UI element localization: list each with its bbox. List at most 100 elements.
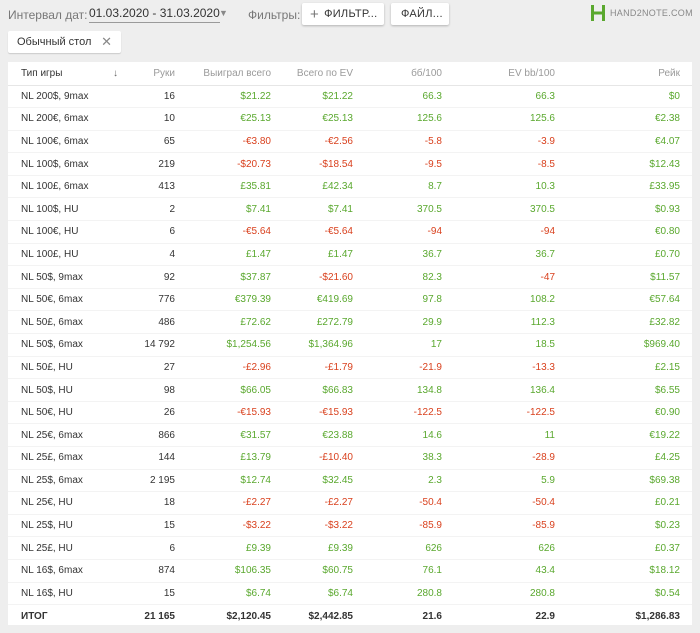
cell-hands: 4 bbox=[133, 243, 175, 267]
cell-rake: £0.70 bbox=[555, 243, 692, 267]
cell-hands: 2 195 bbox=[133, 469, 175, 493]
close-icon[interactable]: ✕ bbox=[101, 34, 112, 49]
date-range-field[interactable]: 01.03.2020 - 31.03.2020 bbox=[89, 6, 220, 23]
cell-game-type: NL 100€, 6max bbox=[8, 130, 113, 154]
table-row[interactable]: NL 100£, HU 4 £1.47 £1.47 36.7 36.7 £0.70 bbox=[8, 243, 692, 267]
logo-text: HAND2NOTE.COM bbox=[610, 8, 693, 18]
cell-hands: 14 792 bbox=[133, 333, 175, 357]
table-row[interactable]: NL 25$, HU 15 -$3.22 -$3.22 -85.9 -85.9 $0.23 bbox=[8, 514, 692, 538]
cell-spacer bbox=[113, 446, 133, 470]
table-row[interactable]: NL 50$, 9max 92 $37.87 -$21.60 82.3 -47 $11.57 bbox=[8, 265, 692, 289]
cell-bb100: 66.3 bbox=[353, 85, 442, 109]
cell-hands: 219 bbox=[133, 152, 175, 176]
cell-spacer bbox=[113, 423, 133, 447]
cell-game-type: NL 50€, HU bbox=[8, 401, 113, 425]
cell-spacer bbox=[113, 197, 133, 222]
cell-bb100: 626 bbox=[353, 536, 442, 560]
cell-bb100: 82.3 bbox=[353, 265, 442, 289]
file-button-label: ФАЙЛ... bbox=[401, 8, 443, 20]
cell-ev-bb100: 10.3 bbox=[442, 175, 555, 199]
arrow-down-icon[interactable]: ↓ bbox=[113, 62, 133, 86]
table-row[interactable]: NL 25€, 6max 866 €31.57 €23.88 14.6 11 €19.22 bbox=[8, 423, 692, 447]
cell-bb100: 76.1 bbox=[353, 559, 442, 583]
cell-ev-bb100: 43.4 bbox=[442, 559, 555, 583]
cell-hands: 6 bbox=[133, 220, 175, 244]
table-row[interactable]: NL 100€, HU 6 -€5.64 -€5.64 -94 -94 €0.80 bbox=[8, 220, 692, 244]
table-row[interactable]: NL 50€, 6max 776 €379.39 €419.69 97.8 108.2 €5… bbox=[8, 288, 692, 312]
cell-bb100: 2.3 bbox=[353, 469, 442, 493]
cell-spacer bbox=[113, 175, 133, 199]
table-row[interactable]: NL 50€, HU 26 -€15.93 -€15.93 -122.5 -122.5 €0… bbox=[8, 401, 692, 425]
header-ev[interactable]: Всего по EV bbox=[271, 62, 353, 86]
cell-game-type: NL 100£, 6max bbox=[8, 175, 113, 199]
cell-game-type: ИТОГ bbox=[21, 610, 48, 622]
cell-ev: $60.75 bbox=[271, 559, 353, 583]
cell-ev-bb100: 108.2 bbox=[442, 288, 555, 312]
cell-rake: $18.12 bbox=[555, 559, 692, 583]
cell-bb100: 17 bbox=[353, 333, 442, 357]
cell-game-type: NL 25€, 6max bbox=[8, 423, 113, 447]
header-ev-bb100[interactable]: EV bb/100 bbox=[442, 62, 555, 86]
cell-bb100: -5.8 bbox=[353, 130, 442, 154]
cell-won: $106.35 bbox=[175, 559, 271, 583]
cell-ev: £272.79 bbox=[271, 310, 353, 335]
cell-won: $21.22 bbox=[175, 85, 271, 109]
cell-rake: €4.07 bbox=[555, 130, 692, 154]
table-row[interactable]: NL 100$, HU 2 $7.41 $7.41 370.5 370.5 $0.93 bbox=[8, 197, 692, 222]
table-row[interactable]: NL 16$, HU 15 $6.74 $6.74 280.8 280.8 $0.54 bbox=[8, 582, 692, 606]
cell-ev: -£10.40 bbox=[271, 446, 353, 470]
table-row[interactable]: NL 25£, HU 6 £9.39 £9.39 626 626 £0.37 bbox=[8, 536, 692, 560]
header-hands[interactable]: Руки bbox=[133, 62, 175, 86]
cell-spacer bbox=[113, 130, 133, 154]
file-button[interactable]: ФАЙЛ... bbox=[391, 3, 449, 25]
cell-bb100: -122.5 bbox=[353, 401, 442, 425]
stats-table: Тип игры ↓ Руки Выиграл всего Всего по E… bbox=[8, 62, 692, 627]
table-row[interactable]: NL 25$, 6max 2 195 $12.74 $32.45 2.3 5.9 $69.3… bbox=[8, 469, 692, 493]
cell-spacer bbox=[113, 378, 133, 402]
filter-button[interactable]: + ФИЛЬТР... bbox=[302, 3, 384, 25]
table-row[interactable]: NL 200€, 6max 10 €25.13 €25.13 125.6 125.6 €2.… bbox=[8, 107, 692, 131]
cell-spacer bbox=[113, 288, 133, 312]
cell-hands: 65 bbox=[133, 130, 175, 154]
cell-hands: 874 bbox=[133, 559, 175, 583]
header-bb100[interactable]: бб/100 bbox=[353, 62, 442, 86]
cell-spacer bbox=[113, 605, 133, 628]
cell-spacer bbox=[113, 107, 133, 131]
cell-rake: £33.95 bbox=[555, 175, 692, 199]
table-row[interactable]: NL 25£, 6max 144 £13.79 -£10.40 38.3 -28.9 £4.… bbox=[8, 446, 692, 470]
cell-ev-bb100: 112.3 bbox=[442, 310, 555, 335]
table-row[interactable]: NL 16$, 6max 874 $106.35 $60.75 76.1 43.4 $18.… bbox=[8, 559, 692, 583]
cell-ev-bb100: -50.4 bbox=[442, 491, 555, 515]
table-row[interactable]: NL 25€, HU 18 -£2.27 -£2.27 -50.4 -50.4 £0.21 bbox=[8, 491, 692, 515]
cell-won: -£2.27 bbox=[175, 491, 271, 515]
cell-rake: $69.38 bbox=[555, 469, 692, 493]
table-row[interactable]: NL 50£, 6max 486 £72.62 £272.79 29.9 112.3 £32… bbox=[8, 310, 692, 335]
cell-spacer bbox=[113, 559, 133, 583]
header-game-type[interactable]: Тип игры bbox=[8, 62, 113, 86]
cell-won: -€5.64 bbox=[175, 220, 271, 244]
table-type-chip[interactable]: Обычный стол ✕ bbox=[8, 31, 121, 53]
cell-ev: $2,442.85 bbox=[308, 610, 354, 622]
table-total-row[interactable]: ИТОГ 21 165 $2,120.45 $2,442.85 21.6 22.9 $1,2… bbox=[8, 605, 692, 628]
table-row[interactable]: NL 50$, 6max 14 792 $1,254.56 $1,364.96 17 18… bbox=[8, 333, 692, 357]
caret-down-icon[interactable]: ▼ bbox=[219, 8, 228, 18]
header-rake[interactable]: Рейк bbox=[555, 62, 692, 86]
cell-spacer bbox=[113, 514, 133, 538]
table-row[interactable]: NL 100$, 6max 219 -$20.73 -$18.54 -9.5 -8.5 $1… bbox=[8, 152, 692, 176]
cell-ev-bb100: 18.5 bbox=[442, 333, 555, 357]
table-row[interactable]: NL 200$, 9max 16 $21.22 $21.22 66.3 66.3 $0 bbox=[8, 85, 692, 109]
table-row[interactable]: NL 100£, 6max 413 £35.81 £42.34 8.7 10.3 £33.9… bbox=[8, 175, 692, 199]
cell-ev: $6.74 bbox=[271, 582, 353, 606]
cell-rake: $0.54 bbox=[555, 582, 692, 606]
cell-won: $12.74 bbox=[175, 469, 271, 493]
cell-bb100: -94 bbox=[353, 220, 442, 244]
cell-ev: €25.13 bbox=[271, 107, 353, 131]
cell-ev-bb100: -85.9 bbox=[442, 514, 555, 538]
table-row[interactable]: NL 50$, HU 98 $66.05 $66.83 134.8 136.4 $6.55 bbox=[8, 378, 692, 402]
cell-ev-bb100: 125.6 bbox=[442, 107, 555, 131]
cell-hands: 10 bbox=[133, 107, 175, 131]
table-row[interactable]: NL 100€, 6max 65 -€3.80 -€2.56 -5.8 -3.9 €4.07 bbox=[8, 130, 692, 154]
header-won[interactable]: Выиграл всего bbox=[175, 62, 271, 86]
table-row[interactable]: NL 50£, HU 27 -£2.96 -£1.79 -21.9 -13.3 £2.15 bbox=[8, 356, 692, 380]
cell-spacer bbox=[113, 491, 133, 515]
